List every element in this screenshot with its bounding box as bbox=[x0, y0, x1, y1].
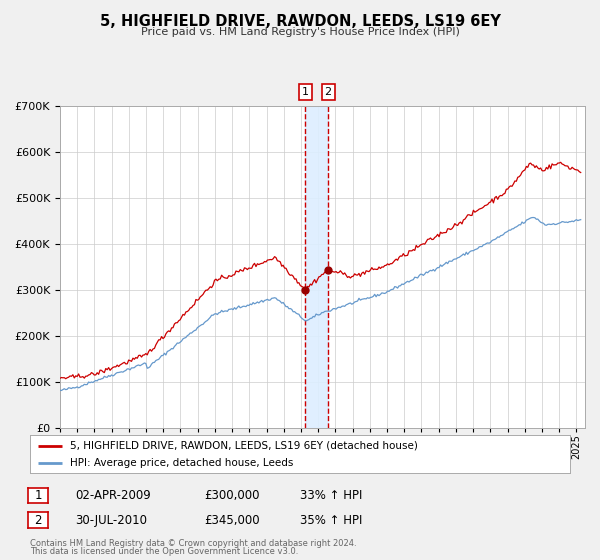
Text: 1: 1 bbox=[34, 489, 42, 502]
Text: 02-APR-2009: 02-APR-2009 bbox=[75, 489, 151, 502]
Bar bbox=[305, 106, 328, 428]
Text: 2: 2 bbox=[325, 87, 332, 97]
Text: £345,000: £345,000 bbox=[204, 514, 260, 527]
Text: Price paid vs. HM Land Registry's House Price Index (HPI): Price paid vs. HM Land Registry's House … bbox=[140, 27, 460, 37]
Text: 5, HIGHFIELD DRIVE, RAWDON, LEEDS, LS19 6EY (detached house): 5, HIGHFIELD DRIVE, RAWDON, LEEDS, LS19 … bbox=[71, 441, 418, 451]
Text: 5, HIGHFIELD DRIVE, RAWDON, LEEDS, LS19 6EY: 5, HIGHFIELD DRIVE, RAWDON, LEEDS, LS19 … bbox=[100, 14, 500, 29]
Text: 30-JUL-2010: 30-JUL-2010 bbox=[75, 514, 147, 527]
Text: 35% ↑ HPI: 35% ↑ HPI bbox=[300, 514, 362, 527]
Text: Contains HM Land Registry data © Crown copyright and database right 2024.: Contains HM Land Registry data © Crown c… bbox=[30, 539, 356, 548]
Text: This data is licensed under the Open Government Licence v3.0.: This data is licensed under the Open Gov… bbox=[30, 547, 298, 556]
Text: £300,000: £300,000 bbox=[204, 489, 260, 502]
Text: HPI: Average price, detached house, Leeds: HPI: Average price, detached house, Leed… bbox=[71, 458, 294, 468]
Text: 1: 1 bbox=[302, 87, 309, 97]
Text: 2: 2 bbox=[34, 514, 42, 527]
Text: 33% ↑ HPI: 33% ↑ HPI bbox=[300, 489, 362, 502]
